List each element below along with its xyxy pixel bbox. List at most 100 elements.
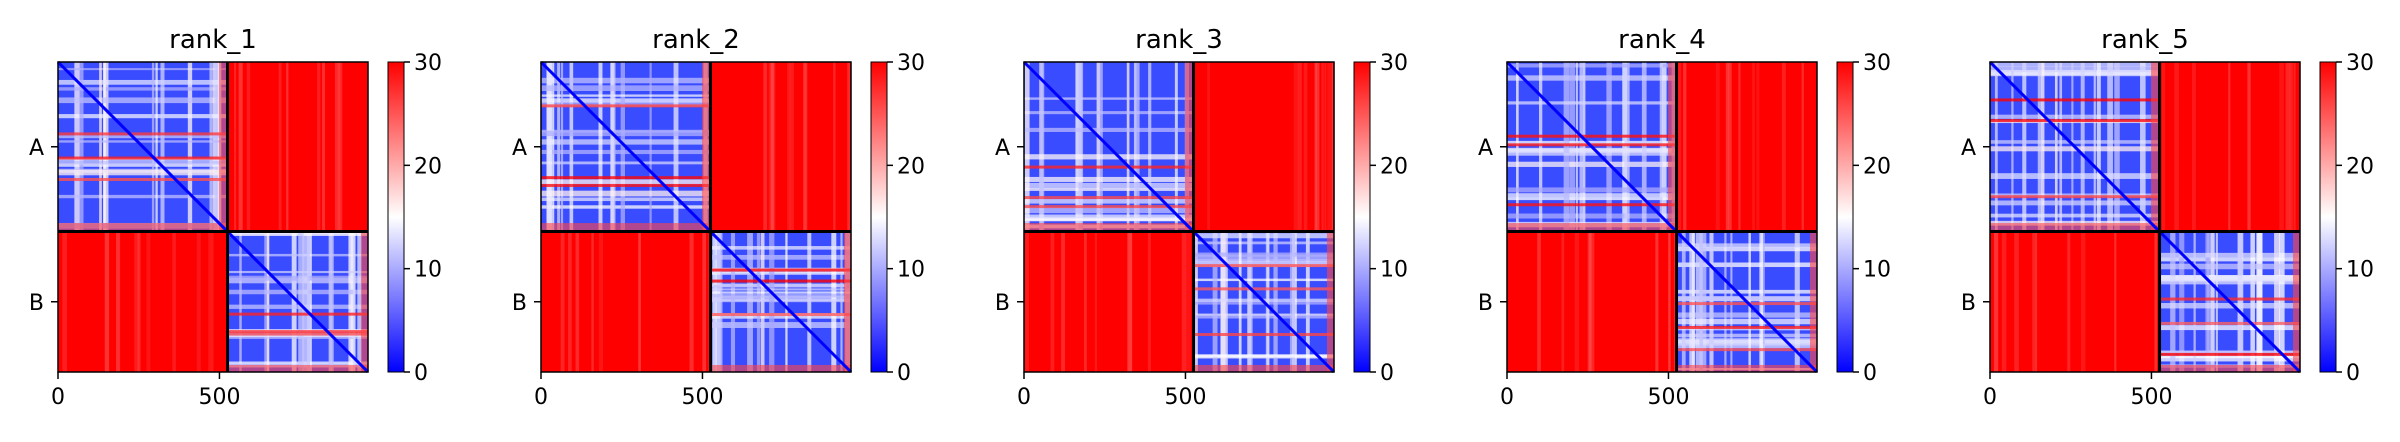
pae-edge bbox=[1326, 231, 1334, 372]
pae-column-stripe bbox=[1759, 231, 1763, 372]
pae-column-stripe bbox=[212, 62, 216, 232]
pae-column-stripe bbox=[557, 62, 561, 232]
pae-column-stripe bbox=[569, 62, 574, 232]
pae-column-stripe bbox=[187, 62, 193, 232]
pae-high-row bbox=[58, 132, 228, 136]
pae-row-stripe bbox=[1990, 62, 2160, 67]
inter-chain-stripe bbox=[770, 62, 774, 232]
inter-chain-stripe bbox=[1127, 231, 1132, 372]
diagonal-line bbox=[1988, 60, 2161, 233]
heatmap-panel-4: rank_4 A B 0 500 0 10 20 30 bbox=[1478, 25, 1891, 410]
pae-high-row bbox=[1024, 205, 1194, 209]
pae-column-stripe bbox=[2096, 62, 2101, 232]
pae-column-stripe bbox=[1096, 62, 1101, 232]
x-tick-label: 0 bbox=[1500, 385, 1514, 410]
inter-chain-stripe bbox=[1588, 231, 1592, 372]
inter-chain-stripe bbox=[1327, 62, 1332, 232]
pae-column-stripe bbox=[2215, 231, 2218, 372]
pae-high-row bbox=[1990, 119, 2160, 123]
pae-row-stripe bbox=[1507, 101, 1677, 105]
pae-high-row bbox=[58, 156, 228, 160]
pae-row-stripe bbox=[1024, 176, 1194, 182]
pae-row-stripe bbox=[58, 87, 228, 91]
pae-row-stripe bbox=[1024, 127, 1194, 132]
pae-row-stripe bbox=[2159, 303, 2300, 309]
pae-column-stripe bbox=[348, 231, 354, 372]
inter-chain-stripe bbox=[1715, 62, 1720, 232]
colorbar-tick-label: 20 bbox=[897, 154, 925, 179]
pae-column-stripe bbox=[1075, 62, 1082, 232]
inter-chain-stripe bbox=[1738, 62, 1741, 232]
plot-frame bbox=[1023, 61, 1335, 373]
inter-chain-stripe bbox=[1655, 231, 1659, 372]
pae-column-stripe bbox=[1569, 62, 1576, 232]
pae-column-stripe bbox=[1700, 231, 1707, 372]
pae-high-row bbox=[710, 313, 851, 317]
pae-column-stripe bbox=[2193, 231, 2196, 372]
inter-chain-stripe bbox=[1094, 231, 1098, 372]
inter-chain-stripe bbox=[1728, 62, 1732, 232]
heatmap-panel-1: rank_1 A B 0 500 0 10 20 30 bbox=[29, 25, 442, 410]
pae-row-stripe bbox=[541, 139, 711, 145]
pae-row-stripe bbox=[1024, 188, 1194, 191]
inter-chain-block bbox=[1676, 62, 1817, 232]
inter-chain-stripe bbox=[2034, 231, 2038, 372]
pae-high-row bbox=[1193, 287, 1334, 291]
pae-row-stripe bbox=[710, 254, 851, 260]
inter-chain-stripe bbox=[1781, 62, 1786, 232]
pae-row-stripe bbox=[1507, 140, 1677, 145]
inter-chain-stripe bbox=[116, 231, 121, 372]
inter-chain-stripe bbox=[833, 62, 836, 232]
pae-column-stripe bbox=[610, 62, 614, 232]
pae-column-stripe bbox=[1289, 231, 1296, 372]
pae-column-stripe bbox=[214, 62, 221, 232]
pae-column-stripe bbox=[1099, 62, 1103, 232]
chain-label: A bbox=[995, 136, 1010, 161]
pae-high-row bbox=[1024, 196, 1194, 200]
pae-column-stripe bbox=[2037, 62, 2042, 232]
pae-row-stripe bbox=[1193, 254, 1334, 261]
pae-column-stripe bbox=[547, 62, 552, 232]
pae-edge bbox=[227, 364, 368, 372]
pae-row-stripe bbox=[541, 94, 711, 97]
pae-row-stripe bbox=[2159, 356, 2300, 362]
pae-column-stripe bbox=[357, 231, 362, 372]
heatmap-panel-2: rank_2 A B 0 500 0 10 20 30 bbox=[512, 25, 925, 410]
pae-edge bbox=[1990, 223, 2160, 232]
pae-row-stripe bbox=[710, 296, 851, 302]
pae-column-stripe bbox=[2059, 62, 2063, 232]
pae-high-row bbox=[227, 332, 368, 336]
pae-row-stripe bbox=[227, 275, 368, 281]
inter-chain-stripe bbox=[1324, 62, 1327, 232]
pae-row-stripe bbox=[1024, 207, 1194, 214]
inter-chain-stripe bbox=[2154, 231, 2158, 372]
inter-chain-stripe bbox=[1050, 231, 1055, 372]
pae-row-stripe bbox=[1507, 213, 1677, 219]
pae-column-stripe bbox=[352, 231, 356, 372]
diagonal-line bbox=[1192, 230, 1336, 374]
colorbar bbox=[2319, 61, 2337, 373]
diagonal-line bbox=[56, 60, 229, 233]
x-tick-label: 0 bbox=[1983, 385, 1997, 410]
pae-high-row bbox=[710, 268, 851, 272]
pae-high-row bbox=[1990, 98, 2160, 102]
pae-row-stripe bbox=[1676, 333, 1817, 338]
pae-row-stripe bbox=[1676, 312, 1817, 318]
colorbar-tick-label: 30 bbox=[1380, 51, 1408, 76]
inter-chain-stripe bbox=[1025, 231, 1029, 372]
pae-column-stripe bbox=[151, 62, 155, 232]
inter-chain-stripe bbox=[316, 62, 321, 232]
pae-row-stripe bbox=[227, 334, 368, 338]
pae-high-row bbox=[541, 176, 711, 180]
pae-column-stripe bbox=[1681, 231, 1686, 372]
pae-column-stripe bbox=[1624, 62, 1630, 232]
inter-chain-stripe bbox=[1187, 231, 1191, 372]
pae-high-row bbox=[58, 177, 228, 181]
inter-chain-stripe bbox=[1561, 231, 1565, 372]
x-tick-label: 0 bbox=[51, 385, 65, 410]
pae-high-row bbox=[1990, 195, 2160, 199]
pae-column-stripe bbox=[99, 62, 102, 232]
pae-column-stripe bbox=[2170, 231, 2176, 372]
pae-row-stripe bbox=[541, 130, 711, 137]
pae-high-row bbox=[1193, 333, 1334, 337]
